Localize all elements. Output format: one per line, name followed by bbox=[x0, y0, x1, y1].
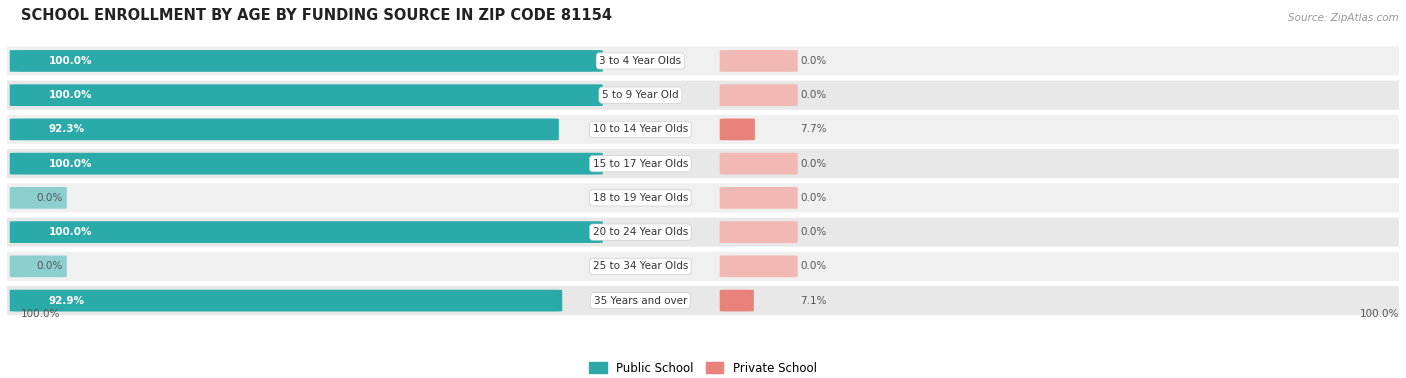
FancyBboxPatch shape bbox=[0, 218, 1406, 247]
Legend: Public School, Private School: Public School, Private School bbox=[589, 362, 817, 375]
Text: Source: ZipAtlas.com: Source: ZipAtlas.com bbox=[1288, 12, 1399, 23]
FancyBboxPatch shape bbox=[0, 286, 1406, 315]
Text: 0.0%: 0.0% bbox=[800, 159, 827, 169]
Text: 5 to 9 Year Old: 5 to 9 Year Old bbox=[602, 90, 679, 100]
Text: 92.3%: 92.3% bbox=[49, 124, 84, 135]
FancyBboxPatch shape bbox=[10, 256, 67, 277]
FancyBboxPatch shape bbox=[0, 81, 1406, 110]
Text: 100.0%: 100.0% bbox=[49, 56, 93, 66]
FancyBboxPatch shape bbox=[0, 183, 1406, 212]
Text: 7.7%: 7.7% bbox=[800, 124, 827, 135]
Text: 15 to 17 Year Olds: 15 to 17 Year Olds bbox=[593, 159, 688, 169]
Text: 0.0%: 0.0% bbox=[800, 90, 827, 100]
FancyBboxPatch shape bbox=[10, 221, 603, 243]
Text: 100.0%: 100.0% bbox=[1360, 310, 1399, 319]
FancyBboxPatch shape bbox=[10, 187, 67, 209]
Text: SCHOOL ENROLLMENT BY AGE BY FUNDING SOURCE IN ZIP CODE 81154: SCHOOL ENROLLMENT BY AGE BY FUNDING SOUR… bbox=[21, 8, 612, 23]
Text: 25 to 34 Year Olds: 25 to 34 Year Olds bbox=[593, 261, 688, 271]
FancyBboxPatch shape bbox=[720, 256, 797, 277]
FancyBboxPatch shape bbox=[10, 119, 558, 140]
FancyBboxPatch shape bbox=[0, 252, 1406, 281]
Text: 20 to 24 Year Olds: 20 to 24 Year Olds bbox=[593, 227, 688, 237]
FancyBboxPatch shape bbox=[720, 290, 754, 311]
FancyBboxPatch shape bbox=[720, 187, 797, 209]
Text: 3 to 4 Year Olds: 3 to 4 Year Olds bbox=[599, 56, 682, 66]
Text: 0.0%: 0.0% bbox=[800, 261, 827, 271]
Text: 100.0%: 100.0% bbox=[49, 90, 93, 100]
Text: 92.9%: 92.9% bbox=[49, 296, 84, 305]
Text: 0.0%: 0.0% bbox=[37, 261, 63, 271]
Text: 100.0%: 100.0% bbox=[21, 310, 60, 319]
FancyBboxPatch shape bbox=[720, 50, 797, 72]
Text: 100.0%: 100.0% bbox=[49, 159, 93, 169]
FancyBboxPatch shape bbox=[0, 46, 1406, 76]
Text: 0.0%: 0.0% bbox=[800, 56, 827, 66]
Text: 0.0%: 0.0% bbox=[37, 193, 63, 203]
FancyBboxPatch shape bbox=[720, 84, 797, 106]
FancyBboxPatch shape bbox=[720, 153, 797, 175]
FancyBboxPatch shape bbox=[10, 50, 603, 72]
Text: 7.1%: 7.1% bbox=[800, 296, 827, 305]
Text: 100.0%: 100.0% bbox=[49, 227, 93, 237]
FancyBboxPatch shape bbox=[10, 84, 603, 106]
FancyBboxPatch shape bbox=[10, 153, 603, 175]
FancyBboxPatch shape bbox=[0, 115, 1406, 144]
Text: 10 to 14 Year Olds: 10 to 14 Year Olds bbox=[593, 124, 688, 135]
Text: 35 Years and over: 35 Years and over bbox=[593, 296, 688, 305]
Text: 0.0%: 0.0% bbox=[800, 227, 827, 237]
FancyBboxPatch shape bbox=[720, 119, 755, 140]
FancyBboxPatch shape bbox=[10, 290, 562, 311]
Text: 18 to 19 Year Olds: 18 to 19 Year Olds bbox=[593, 193, 688, 203]
Text: 0.0%: 0.0% bbox=[800, 193, 827, 203]
FancyBboxPatch shape bbox=[720, 221, 797, 243]
FancyBboxPatch shape bbox=[0, 149, 1406, 178]
